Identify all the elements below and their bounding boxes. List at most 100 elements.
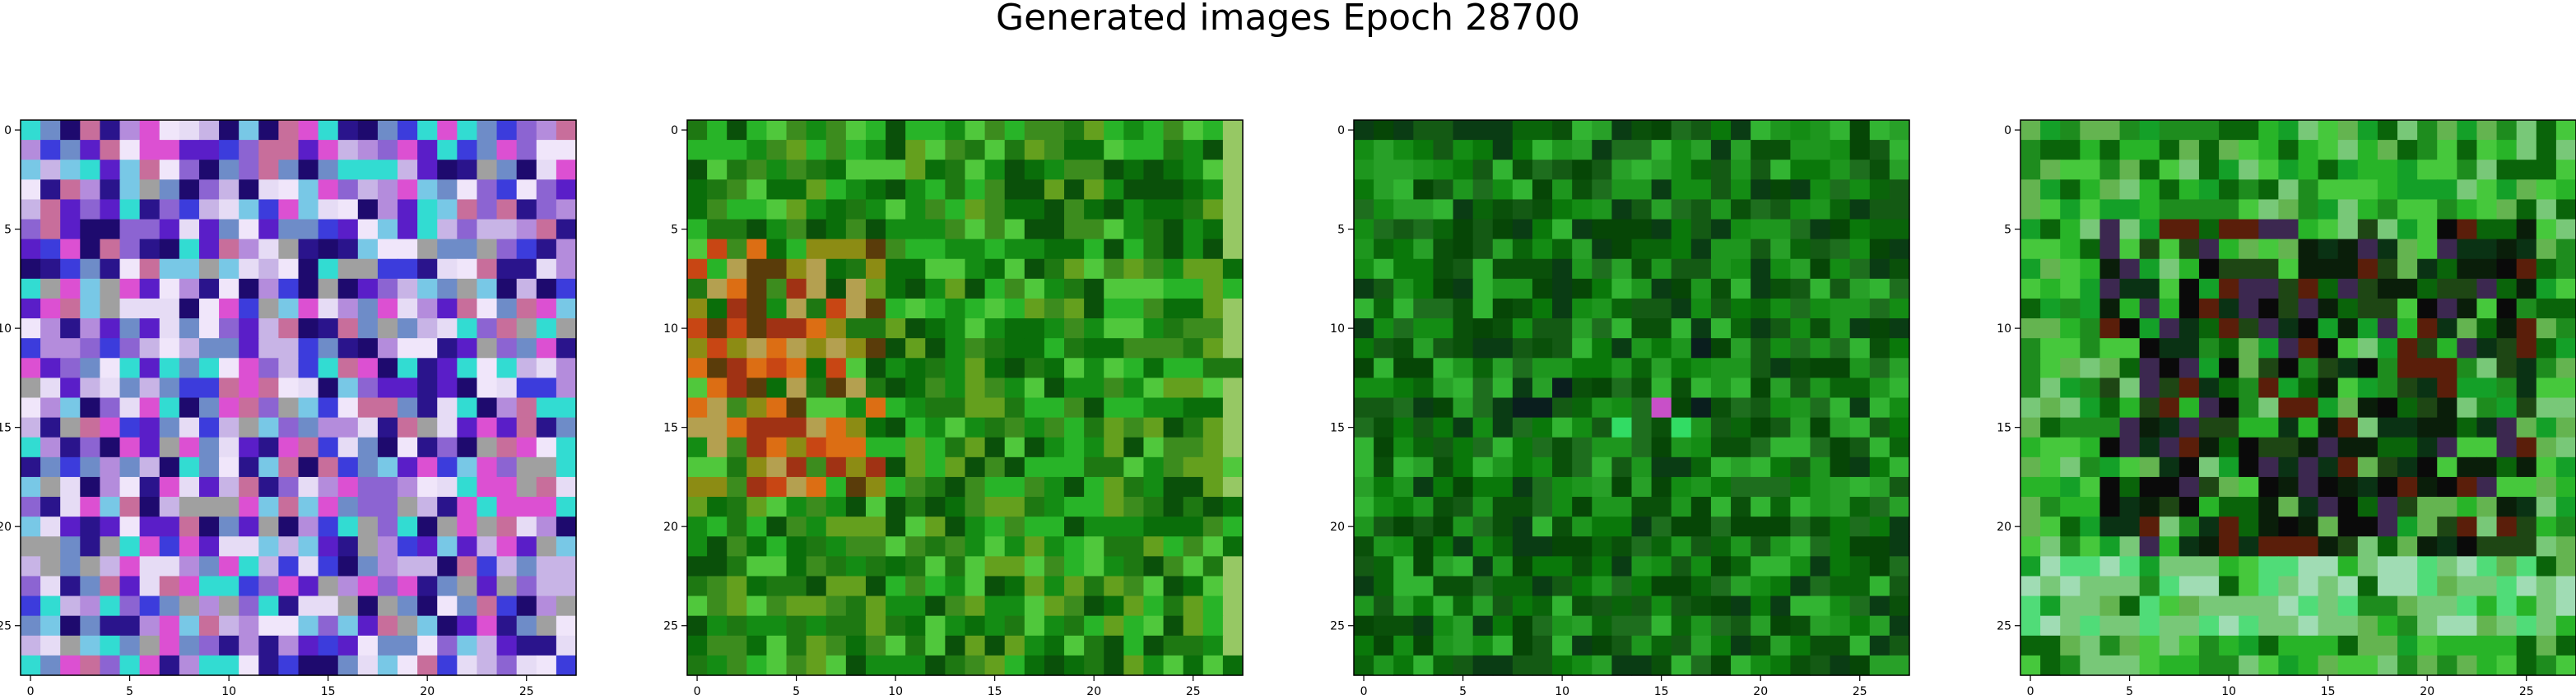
pixel-cell: [1631, 318, 1653, 339]
pixel-cell: [2437, 655, 2457, 676]
pixel-cell: [377, 338, 398, 359]
pixel-cell: [2060, 595, 2081, 617]
pixel-cell: [2555, 120, 2576, 141]
pixel-cell: [80, 160, 101, 180]
pixel-cell: [1044, 397, 1065, 419]
pixel-cell: [139, 595, 160, 617]
pixel-cell: [1611, 378, 1633, 399]
pixel-cell: [2457, 556, 2478, 577]
pixel-cell: [1731, 199, 1751, 220]
pixel-cell: [1512, 378, 1533, 399]
pixel-cell: [2516, 278, 2537, 299]
pixel-cell: [984, 536, 1006, 557]
pixel-cell: [239, 358, 259, 378]
pixel-cell: [1849, 120, 1871, 141]
pixel-cell: [219, 160, 239, 180]
pixel-cell: [1143, 517, 1165, 537]
pixel-cell: [1651, 536, 1672, 557]
pixel-cell: [2437, 179, 2457, 201]
pixel-cell: [1532, 298, 1553, 319]
pixel-cell: [1849, 378, 1871, 399]
pixel-cell: [1631, 456, 1653, 478]
pixel-cell: [1671, 219, 1692, 240]
pixel-cell: [2278, 556, 2299, 577]
pixel-cell: [2020, 476, 2041, 498]
pixel-cell: [1671, 576, 1692, 597]
pixel-cell: [806, 476, 827, 498]
pixel-cell: [965, 556, 986, 577]
pixel-cell: [1472, 338, 1494, 359]
pixel-cell: [2178, 655, 2200, 676]
pixel-cell: [2258, 120, 2279, 141]
pixel-cell: [1532, 595, 1553, 617]
pixel-cell: [198, 258, 220, 280]
pixel-cell: [727, 556, 747, 577]
pixel-cell: [2476, 378, 2498, 399]
pixel-cell: [2219, 120, 2239, 141]
pixel-cell: [1374, 179, 1394, 201]
pixel-cell: [139, 160, 160, 180]
pixel-cell: [2178, 298, 2200, 319]
pixel-cell: [1393, 556, 1414, 577]
pixel-cell: [1552, 595, 1573, 617]
pixel-cell: [1143, 358, 1165, 378]
pixel-cell: [457, 397, 478, 419]
pixel-cell: [2219, 456, 2239, 478]
pixel-cell: [984, 219, 1006, 240]
pixel-cell: [1532, 417, 1553, 438]
pixel-cell: [727, 517, 747, 537]
pixel-cell: [2298, 517, 2319, 537]
pixel-cell: [417, 556, 438, 577]
pixel-cell: [2437, 397, 2457, 419]
pixel-cell: [1163, 338, 1184, 359]
pixel-cell: [786, 417, 807, 438]
pixel-cell: [1572, 219, 1593, 240]
pixel-cell: [198, 576, 220, 597]
pixel-cell: [2099, 199, 2121, 220]
pixel-cell: [100, 517, 121, 537]
pixel-cell: [1710, 517, 1732, 537]
pixel-cell: [984, 655, 1006, 676]
pixel-cell: [1044, 615, 1065, 637]
pixel-cell: [357, 298, 379, 319]
pixel-cell: [2219, 417, 2239, 438]
pixel-cell: [1024, 199, 1045, 220]
figure-title: Generated images Epoch 28700: [995, 0, 1581, 39]
pixel-cell: [1183, 556, 1204, 577]
pixel-cell: [2318, 595, 2339, 617]
pixel-cell: [1064, 179, 1085, 201]
pixel-cell: [2198, 140, 2220, 160]
pixel-cell: [1044, 298, 1065, 319]
pixel-cell: [945, 397, 966, 419]
pixel-cell: [2219, 358, 2239, 378]
pixel-cell: [1889, 517, 1910, 537]
pixel-cell: [2099, 358, 2121, 378]
pixel-cell: [766, 655, 788, 676]
pixel-cell: [1731, 140, 1751, 160]
pixel-cell: [1433, 615, 1454, 637]
pixel-cell: [2119, 179, 2141, 201]
pixel-cell: [219, 517, 239, 537]
pixel-cell: [2357, 655, 2378, 676]
pixel-cell: [1651, 219, 1672, 240]
pixel-cell: [258, 278, 279, 299]
pixel-cell: [865, 517, 886, 537]
pixel-cell: [766, 635, 788, 656]
pixel-cell: [766, 160, 788, 180]
pixel-cell: [1751, 298, 1771, 319]
y-tick-label: 25: [663, 620, 678, 633]
pixel-cell: [2060, 358, 2081, 378]
pixel-cell: [886, 179, 906, 201]
pixel-cell: [727, 199, 747, 220]
pixel-cell: [1671, 556, 1692, 577]
pixel-cell: [1889, 219, 1910, 240]
pixel-cell: [1183, 160, 1204, 180]
pixel-cell: [258, 397, 279, 419]
pixel-cell: [457, 556, 478, 577]
pixel-cell: [865, 536, 886, 557]
pixel-cell: [437, 497, 458, 517]
pixel-cell: [2496, 576, 2518, 597]
pixel-cell: [377, 595, 398, 617]
pixel-cell: [2119, 576, 2141, 597]
pixel-cell: [766, 338, 788, 359]
